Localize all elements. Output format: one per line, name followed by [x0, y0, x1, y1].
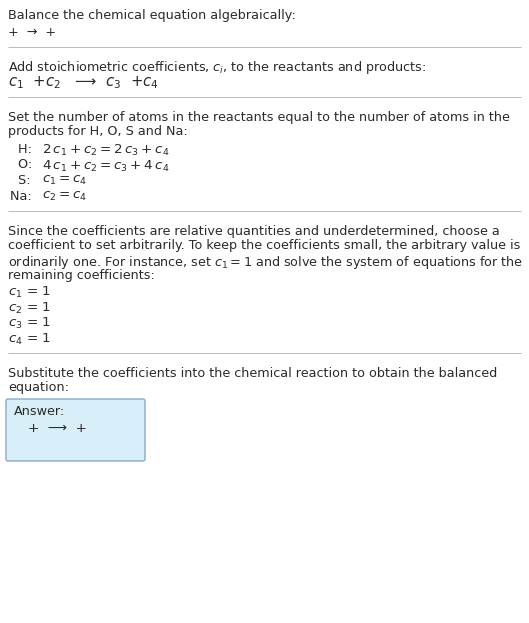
Text: $c_3$ = 1: $c_3$ = 1 — [8, 316, 51, 331]
Text: Since the coefficients are relative quantities and underdetermined, choose a: Since the coefficients are relative quan… — [8, 225, 500, 238]
Text: Add stoichiometric coefficients, $c_i$, to the reactants and products:: Add stoichiometric coefficients, $c_i$, … — [8, 59, 426, 76]
Text: $4\,c_1 + c_2 = c_3 + 4\,c_4$: $4\,c_1 + c_2 = c_3 + 4\,c_4$ — [42, 158, 169, 174]
Text: coefficient to set arbitrarily. To keep the coefficients small, the arbitrary va: coefficient to set arbitrarily. To keep … — [8, 239, 521, 252]
Text: ordinarily one. For instance, set $c_1 = 1$ and solve the system of equations fo: ordinarily one. For instance, set $c_1 =… — [8, 254, 523, 271]
Text: Na:: Na: — [10, 189, 36, 202]
Text: S:: S: — [10, 174, 34, 187]
Text: O:: O: — [10, 158, 37, 171]
Text: equation:: equation: — [8, 381, 69, 394]
Text: Balance the chemical equation algebraically:: Balance the chemical equation algebraica… — [8, 9, 296, 22]
Text: $c_1$ = 1: $c_1$ = 1 — [8, 285, 51, 300]
Text: Set the number of atoms in the reactants equal to the number of atoms in the: Set the number of atoms in the reactants… — [8, 111, 510, 124]
Text: $c_2 = c_4$: $c_2 = c_4$ — [42, 189, 87, 202]
Text: +  →  +: + → + — [8, 27, 56, 39]
Text: $c_1$  +$c_2$   ⟶  $c_3$  +$c_4$: $c_1$ +$c_2$ ⟶ $c_3$ +$c_4$ — [8, 75, 159, 91]
Text: $c_4$ = 1: $c_4$ = 1 — [8, 331, 51, 346]
Text: Answer:: Answer: — [14, 405, 65, 418]
Text: $c_2$ = 1: $c_2$ = 1 — [8, 300, 51, 316]
Text: H:: H: — [10, 143, 36, 156]
Text: $2\,c_1 + c_2 = 2\,c_3 + c_4$: $2\,c_1 + c_2 = 2\,c_3 + c_4$ — [42, 143, 169, 158]
Text: remaining coefficients:: remaining coefficients: — [8, 269, 155, 282]
Text: $c_1 = c_4$: $c_1 = c_4$ — [42, 174, 87, 187]
Text: Substitute the coefficients into the chemical reaction to obtain the balanced: Substitute the coefficients into the che… — [8, 367, 497, 380]
Text: +  ⟶  +: + ⟶ + — [28, 422, 87, 435]
Text: products for H, O, S and Na:: products for H, O, S and Na: — [8, 125, 188, 138]
FancyBboxPatch shape — [6, 399, 145, 461]
